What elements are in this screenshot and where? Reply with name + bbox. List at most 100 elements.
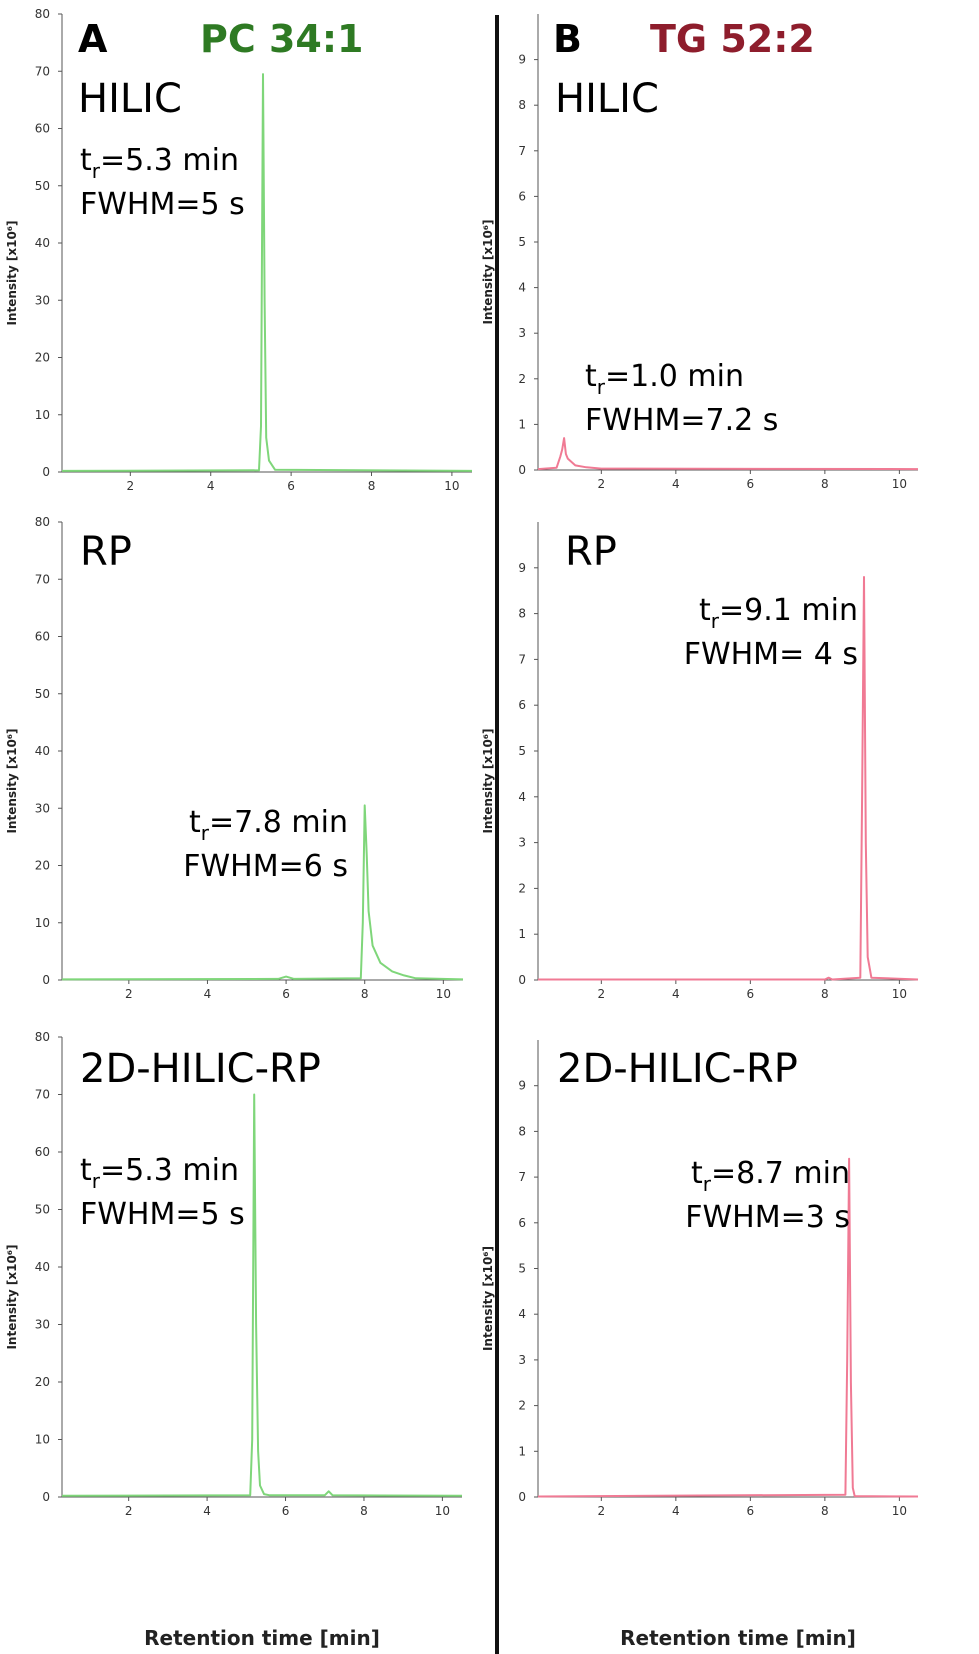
fwhm-annotation: FWHM= 4 s: [684, 637, 858, 672]
fwhm-annotation: FWHM=5 s: [80, 1197, 245, 1232]
y-tick-label: 60: [35, 630, 50, 644]
y-tick-label: 5: [518, 235, 526, 249]
y-tick-label: 7: [518, 144, 526, 158]
panel-method-title: 2D-HILIC-RP: [557, 1046, 798, 1092]
y-tick-label: 5: [518, 744, 526, 758]
y-tick-label: 6: [518, 698, 526, 712]
fwhm-annotation: FWHM=6 s: [183, 849, 348, 884]
y-tick-label: 8: [518, 607, 526, 621]
y-tick-label: 0: [518, 1490, 526, 1504]
compound-title-b: TG 52:2: [650, 17, 815, 61]
retention-time-annotation: tr=9.1 min: [699, 593, 858, 633]
x-tick-label: 8: [368, 479, 376, 493]
x-tick-label: 6: [282, 987, 290, 1001]
retention-time-annotation: tr=5.3 min: [80, 143, 239, 183]
y-tick-label: 8: [518, 98, 526, 112]
y-axis-label: Intensity [x10⁶]: [5, 220, 19, 325]
y-tick-label: 3: [518, 1353, 526, 1367]
y-tick-label: 0: [518, 463, 526, 477]
chromatogram-trace: [537, 437, 919, 471]
x-tick-label: 10: [435, 1504, 450, 1518]
fwhm-annotation: FWHM=3 s: [685, 1200, 850, 1235]
y-tick-label: 20: [35, 351, 50, 365]
x-tick-label: 4: [204, 987, 212, 1001]
retention-time-annotation: tr=8.7 min: [691, 1156, 850, 1196]
y-tick-label: 30: [35, 293, 50, 307]
y-tick-label: 60: [35, 122, 50, 136]
y-tick-label: 50: [35, 687, 50, 701]
compound-title-a: PC 34:1: [200, 17, 364, 61]
y-tick-label: 70: [35, 1088, 50, 1102]
y-tick-label: 80: [35, 515, 50, 529]
chart-panel-a-rp: 0 10 20 30 40 50 60 70 80 2 4 6 8 10 Intensity [x10⁶] R…: [5, 515, 464, 1001]
y-axis-label: Intensity [x10⁶]: [481, 1246, 495, 1351]
retention-time-annotation: tr=5.3 min: [80, 1153, 239, 1193]
y-tick-label: 70: [35, 64, 50, 78]
chart-panel-a-2d: 0 10 20 30 40 50 60 70 80 2 4 6 8 10 Intensity [x10⁶] 2…: [5, 1030, 463, 1518]
y-tick-label: 40: [35, 236, 50, 250]
y-tick-label: 9: [518, 561, 526, 575]
fwhm-annotation: FWHM=7.2 s: [585, 403, 778, 438]
x-tick-label: 2: [125, 1504, 133, 1518]
x-tick-label: 10: [444, 479, 459, 493]
y-axis-label: Intensity [x10⁶]: [5, 728, 19, 833]
y-tick-label: 1: [518, 927, 526, 941]
y-tick-label: 0: [42, 1490, 50, 1504]
y-tick-label: 2: [518, 372, 526, 386]
panel-letter-b: B: [553, 17, 582, 61]
x-tick-label: 4: [207, 479, 215, 493]
panel-method-title: HILIC: [78, 76, 182, 122]
panel-method-title: RP: [565, 529, 617, 575]
y-tick-label: 40: [35, 744, 50, 758]
y-tick-label: 4: [518, 281, 526, 295]
x-tick-label: 4: [672, 987, 680, 1001]
y-tick-label: 8: [518, 1124, 526, 1138]
x-tick-label: 6: [747, 1504, 755, 1518]
x-tick-label: 2: [127, 479, 135, 493]
y-tick-label: 3: [518, 836, 526, 850]
x-tick-label: 4: [672, 1504, 680, 1518]
y-tick-label: 6: [518, 189, 526, 203]
y-tick-label: 7: [518, 652, 526, 666]
panel-method-title: HILIC: [555, 76, 659, 122]
x-axis-label-b: Retention time [min]: [620, 1626, 856, 1650]
chromatogram-trace: [61, 1093, 463, 1497]
y-tick-label: 6: [518, 1216, 526, 1230]
x-tick-label: 4: [203, 1504, 211, 1518]
y-tick-label: 20: [35, 1375, 50, 1389]
y-tick-label: 60: [35, 1145, 50, 1159]
chart-panel-b-rp: 0 1 2 3 4 5 6 7 8 9 2 4 6 8 10 Intensity [x10⁶] RP tr=9.1…: [481, 522, 919, 1001]
x-tick-label: 2: [598, 1504, 606, 1518]
y-tick-label: 10: [35, 408, 50, 422]
y-tick-label: 70: [35, 572, 50, 586]
chromatogram-trace: [61, 804, 464, 981]
chromatogram-trace: [61, 73, 473, 472]
retention-time-annotation: tr=7.8 min: [189, 805, 348, 845]
y-tick-label: 9: [518, 1079, 526, 1093]
x-tick-label: 6: [747, 477, 755, 491]
x-tick-label: 10: [892, 477, 907, 491]
y-tick-label: 30: [35, 801, 50, 815]
y-axis-label: Intensity [x10⁶]: [481, 219, 495, 324]
x-tick-label: 4: [672, 477, 680, 491]
y-tick-label: 10: [35, 1433, 50, 1447]
x-tick-label: 8: [821, 477, 829, 491]
y-tick-label: 9: [518, 53, 526, 67]
y-tick-label: 20: [35, 859, 50, 873]
y-tick-label: 30: [35, 1318, 50, 1332]
fwhm-annotation: FWHM=5 s: [80, 187, 245, 222]
y-tick-label: 10: [35, 916, 50, 930]
panel-letter-a: A: [78, 17, 108, 61]
y-tick-label: 7: [518, 1170, 526, 1184]
y-tick-label: 50: [35, 1203, 50, 1217]
x-tick-label: 6: [287, 479, 295, 493]
retention-time-annotation: tr=1.0 min: [585, 359, 744, 399]
x-axis-label-a: Retention time [min]: [144, 1626, 380, 1650]
x-tick-label: 6: [282, 1504, 290, 1518]
x-tick-label: 8: [821, 987, 829, 1001]
y-axis-label: Intensity [x10⁶]: [481, 728, 495, 833]
y-tick-label: 40: [35, 1260, 50, 1274]
y-tick-label: 80: [35, 1030, 50, 1044]
panel-method-title: RP: [80, 529, 132, 575]
y-tick-label: 4: [518, 790, 526, 804]
